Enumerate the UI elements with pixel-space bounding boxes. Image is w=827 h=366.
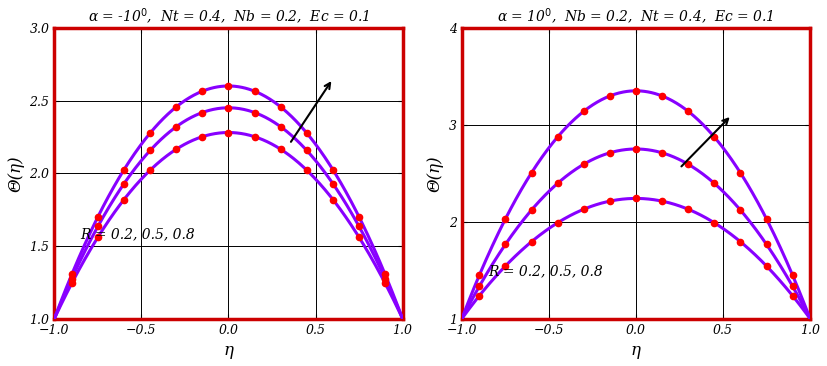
Text: R = 0.2, 0.5, 0.8: R = 0.2, 0.5, 0.8	[80, 228, 195, 242]
Y-axis label: Θ(η): Θ(η)	[427, 155, 443, 191]
Title: α = -10$^0$,  Nt = 0.4,  Nb = 0.2,  Ec = 0.1: α = -10$^0$, Nt = 0.4, Nb = 0.2, Ec = 0.…	[88, 7, 370, 27]
Title: α = 10$^0$,  Nb = 0.2,  Nt = 0.4,  Ec = 0.1: α = 10$^0$, Nb = 0.2, Nt = 0.4, Ec = 0.1	[498, 7, 774, 27]
X-axis label: η: η	[223, 342, 233, 359]
Text: R = 0.2, 0.5, 0.8: R = 0.2, 0.5, 0.8	[488, 264, 603, 278]
X-axis label: η: η	[631, 342, 641, 359]
Y-axis label: Θ(η): Θ(η)	[7, 155, 24, 191]
